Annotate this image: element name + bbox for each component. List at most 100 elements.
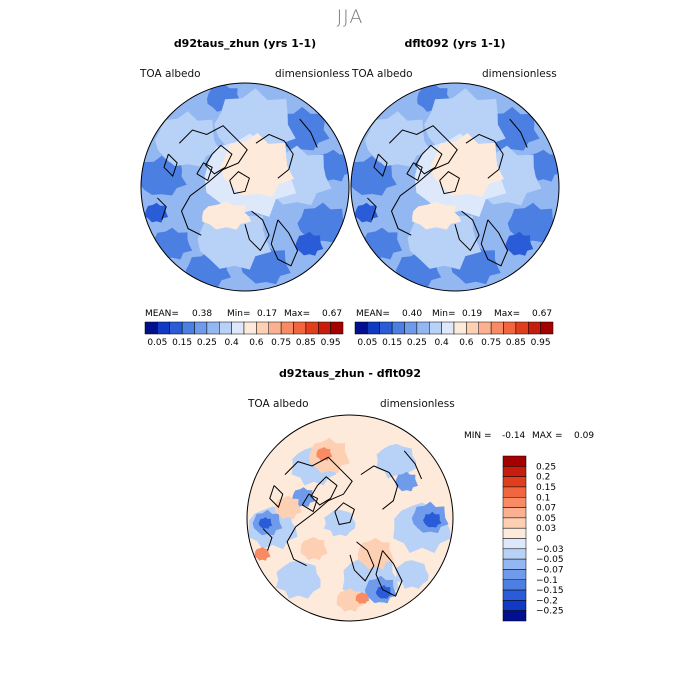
albedo-mid-region bbox=[214, 88, 296, 158]
colorbar-swatch bbox=[318, 321, 331, 335]
colorbar-swatch bbox=[157, 321, 170, 335]
panel-2-title: dflt092 (yrs 1-1) bbox=[404, 37, 506, 50]
colorbar-swatch bbox=[503, 321, 517, 335]
colorbar-tick-label: −0.03 bbox=[536, 545, 564, 555]
colorbar-swatch bbox=[502, 517, 527, 529]
panel-2-min-value: 0.19 bbox=[462, 309, 483, 319]
coastline bbox=[255, 133, 294, 179]
panel-1-max-label: Max= bbox=[284, 309, 311, 319]
coastline bbox=[163, 153, 178, 177]
colorbar-tick-label: −0.05 bbox=[536, 555, 564, 565]
colorbar-swatch bbox=[502, 548, 527, 560]
colorbar-swatch bbox=[330, 321, 344, 335]
polar-map-3 bbox=[246, 414, 454, 622]
map-border bbox=[350, 82, 560, 292]
coastline bbox=[373, 153, 388, 177]
colorbar-swatch bbox=[181, 321, 195, 335]
panel-3-title: d92taus_zhun - dflt092 bbox=[278, 367, 422, 380]
colorbar-tick-label: 0.05 bbox=[147, 338, 167, 348]
coastline bbox=[229, 171, 250, 195]
difference-negative-region bbox=[323, 509, 356, 537]
polar-map-1 bbox=[140, 82, 350, 292]
colorbar-swatch bbox=[502, 579, 527, 591]
colorbar-swatch bbox=[243, 321, 257, 335]
colorbar-tick-label: 0.75 bbox=[481, 338, 501, 348]
colorbar-swatch bbox=[502, 455, 527, 467]
difference-strong-negative-region bbox=[395, 471, 418, 492]
colorbar-tick-label: 0.2 bbox=[536, 473, 550, 483]
panel-1-units: dimensionless bbox=[275, 68, 350, 80]
colorbar-tick-label: 0.75 bbox=[271, 338, 291, 348]
colorbar-tick-label: 0.05 bbox=[536, 514, 556, 524]
difference-positive-region bbox=[357, 537, 394, 570]
colorbar-2: 0.05 0.15 0.25 0.4 0.6 0.75 0.85 0.95 bbox=[354, 321, 554, 348]
coastline bbox=[465, 133, 504, 179]
colorbar-swatch bbox=[206, 321, 220, 335]
panel-2-variable: TOA albedo bbox=[352, 68, 413, 80]
colorbar-swatch bbox=[502, 569, 527, 580]
colorbar-tick-label: 0.15 bbox=[536, 483, 556, 493]
colorbar-tick-label: 0 bbox=[536, 535, 542, 545]
colorbar-swatch bbox=[256, 321, 269, 335]
panel-2-max-value: 0.67 bbox=[532, 309, 553, 319]
coastline bbox=[454, 210, 480, 252]
coastline bbox=[414, 144, 443, 175]
coastline bbox=[244, 210, 270, 252]
colorbar-swatch bbox=[540, 321, 554, 335]
difference-strong-positive-region bbox=[254, 547, 271, 561]
coastline bbox=[310, 476, 338, 506]
coastline bbox=[480, 219, 509, 267]
albedo-mid-region bbox=[154, 111, 221, 167]
colorbar-tick-label: 0.25 bbox=[536, 462, 556, 472]
colorbar-tick-label: −0.15 bbox=[536, 586, 564, 596]
colorbar-swatch bbox=[144, 321, 158, 335]
panel-3-variable: TOA albedo bbox=[248, 398, 309, 410]
coastline bbox=[269, 485, 284, 509]
coastline bbox=[375, 550, 403, 597]
coastline bbox=[334, 502, 355, 526]
colorbar-swatch bbox=[391, 321, 405, 335]
colorbar-swatch bbox=[502, 538, 527, 550]
coastline bbox=[509, 118, 528, 148]
albedo-low-region bbox=[351, 155, 397, 196]
colorbar-swatch bbox=[502, 466, 527, 477]
colorbar-1: 0.05 0.15 0.25 0.4 0.6 0.75 0.85 0.95 bbox=[144, 321, 344, 348]
colorbar-swatch bbox=[502, 527, 527, 539]
coastline bbox=[360, 465, 399, 510]
colorbar-3: 0.250.20.150.10.070.050.030−0.03−0.05−0.… bbox=[502, 455, 564, 622]
colorbar-tick-label: −0.07 bbox=[536, 565, 564, 575]
colorbar-swatch bbox=[354, 321, 368, 335]
panel-3-max-label: MAX = bbox=[532, 431, 563, 441]
panel-1-variable: TOA albedo bbox=[140, 68, 201, 80]
colorbar-swatch bbox=[219, 321, 232, 335]
map-border bbox=[140, 82, 350, 292]
colorbar-tick-label: 0.25 bbox=[197, 338, 217, 348]
colorbar-tick-label: 0.85 bbox=[296, 338, 316, 348]
colorbar-tick-label: −0.1 bbox=[536, 576, 558, 586]
colorbar-tick-label: 0.03 bbox=[536, 524, 556, 534]
greenland-high-albedo bbox=[412, 201, 462, 230]
coastline bbox=[367, 197, 377, 221]
arctic-ice-high-albedo bbox=[430, 133, 504, 197]
colorbar-swatch bbox=[502, 507, 527, 519]
polar-map-2 bbox=[350, 82, 560, 292]
greenland-high-albedo bbox=[202, 201, 252, 230]
panel-3-max-value: 0.09 bbox=[574, 431, 595, 441]
panel-1-min-value: 0.17 bbox=[257, 309, 278, 319]
figure-title: JJA bbox=[336, 6, 364, 28]
coastline bbox=[349, 541, 375, 582]
colorbar-swatch bbox=[490, 321, 504, 335]
colorbar-swatch bbox=[528, 321, 541, 335]
colorbar-swatch bbox=[478, 321, 492, 335]
panel-2-max-label: Max= bbox=[494, 309, 521, 319]
panel-2-mean-value: 0.40 bbox=[402, 309, 423, 319]
colorbar-swatch bbox=[268, 321, 282, 335]
difference-strongest-negative-region bbox=[258, 517, 273, 529]
panel-3-min-value: -0.14 bbox=[502, 431, 526, 441]
panel-1-title: d92taus_zhun (yrs 1-1) bbox=[173, 37, 317, 50]
difference-strong-positive-region bbox=[355, 592, 370, 604]
colorbar-swatch bbox=[502, 476, 527, 488]
colorbar-swatch bbox=[502, 558, 527, 570]
colorbar-swatch bbox=[466, 321, 479, 335]
colorbar-swatch bbox=[379, 321, 393, 335]
